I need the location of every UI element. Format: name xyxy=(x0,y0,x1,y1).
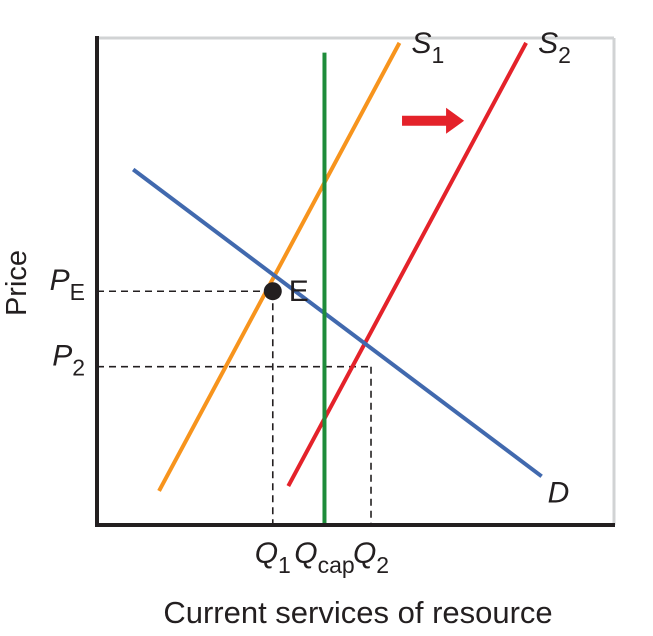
equilibrium-point xyxy=(263,282,282,301)
series-label-s2: S2 xyxy=(538,27,571,68)
y-tick-label-p-e: PE xyxy=(50,264,85,305)
x-tick-label-q-cap: Qcap xyxy=(294,537,354,578)
series-line-d xyxy=(131,167,543,478)
x-tick-label-q-1: Q1 xyxy=(255,537,291,578)
x-tick-label-q-2: Q2 xyxy=(353,537,389,578)
shift-arrow xyxy=(402,107,465,134)
series-label-d: D xyxy=(548,476,570,509)
series-label-s1: S1 xyxy=(411,27,444,68)
series-line-s1 xyxy=(157,41,402,492)
y-axis-label: Price xyxy=(1,250,33,316)
series-line-s2 xyxy=(286,41,528,487)
x-axis-label: Current services of resource xyxy=(163,595,552,630)
y-tick-label-p-2: P2 xyxy=(52,340,85,381)
equilibrium-point-label: E xyxy=(289,275,309,308)
